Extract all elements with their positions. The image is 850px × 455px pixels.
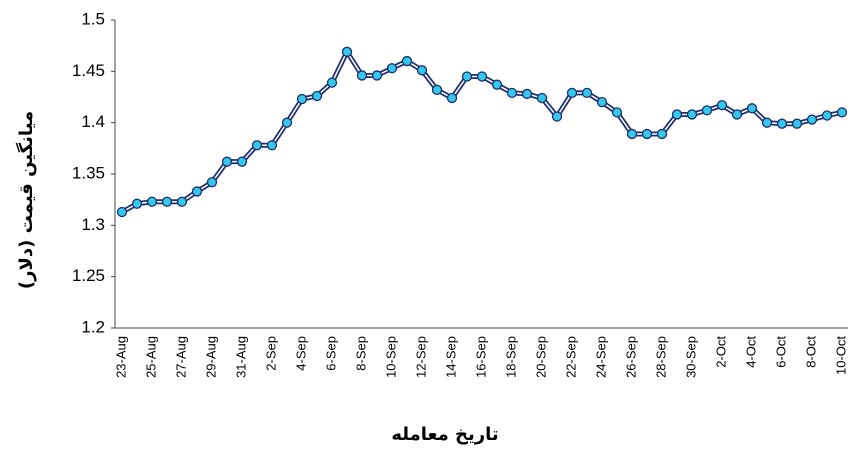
data-point (311, 90, 323, 102)
data-point (296, 93, 308, 105)
x-tick-label: 8-Sep (353, 336, 368, 371)
data-point (326, 77, 338, 88)
x-tick-label: 2-Sep (263, 336, 278, 371)
data-point (221, 156, 233, 167)
data-point (401, 55, 413, 67)
x-tick-label: 4-Oct (743, 336, 758, 368)
data-point (581, 87, 593, 99)
data-point (551, 111, 563, 122)
x-tick-label: 26-Sep (623, 336, 638, 378)
x-tick-label: 25-Aug (143, 336, 158, 378)
data-point (716, 100, 728, 111)
data-point (281, 117, 293, 128)
x-tick-label: 16-Sep (473, 336, 488, 378)
data-point (491, 79, 503, 90)
data-point (611, 107, 623, 118)
y-tick-label: 1.2 (81, 317, 105, 336)
x-tick-label: 4-Sep (293, 336, 308, 371)
data-point (236, 156, 248, 167)
x-tick-label: 23-Aug (113, 336, 128, 378)
y-tick-label: 1.3 (81, 215, 105, 234)
data-point (656, 128, 668, 140)
x-axis-title: تاریخ معامله (391, 424, 498, 445)
data-point (356, 70, 368, 81)
x-tick-label: 28-Sep (653, 336, 668, 378)
data-point (821, 110, 833, 121)
data-point (701, 105, 713, 116)
data-point (371, 70, 383, 81)
data-point (176, 196, 188, 207)
data-point (731, 109, 743, 120)
y-tick-label: 1.5 (81, 9, 105, 28)
x-tick-label: 8-Oct (803, 336, 818, 368)
data-point (446, 92, 458, 104)
data-point (671, 109, 683, 120)
x-tick-label: 12-Sep (413, 336, 428, 378)
data-point (386, 63, 398, 74)
x-tick-label: 31-Aug (233, 336, 248, 378)
data-point (266, 140, 278, 151)
data-point (161, 196, 173, 207)
data-point (146, 196, 158, 207)
x-tick-label: 30-Sep (683, 336, 698, 378)
y-tick-label: 1.45 (72, 61, 105, 80)
data-point (806, 114, 818, 125)
data-point (191, 186, 203, 197)
data-point (116, 206, 128, 218)
data-point (641, 128, 653, 140)
x-tick-label: 24-Sep (593, 336, 608, 378)
data-point (686, 109, 698, 120)
x-tick-label: 2-Oct (713, 336, 728, 368)
data-point (761, 117, 773, 128)
data-point (431, 84, 443, 95)
data-point (341, 46, 353, 57)
data-point (536, 92, 548, 104)
data-point (836, 107, 848, 118)
y-tick-label: 1.4 (81, 112, 105, 131)
data-point (476, 71, 488, 82)
data-point (131, 198, 143, 209)
data-point (461, 71, 473, 82)
data-point (791, 118, 803, 129)
x-tick-label: 14-Sep (443, 336, 458, 378)
data-point (596, 96, 608, 108)
data-point (566, 87, 578, 99)
data-point (251, 140, 263, 151)
y-tick-label: 1.35 (72, 163, 105, 182)
data-point (506, 87, 518, 99)
data-point (626, 128, 638, 140)
y-axis-title: میانگین قیمت (دلار) (15, 111, 37, 289)
data-point (416, 65, 428, 76)
data-point (521, 88, 533, 100)
x-tick-label: 10-Oct (833, 336, 848, 375)
y-tick-label: 1.25 (72, 266, 105, 285)
x-tick-label: 29-Aug (203, 336, 218, 378)
x-tick-label: 10-Sep (383, 336, 398, 378)
x-tick-label: 22-Sep (563, 336, 578, 378)
x-tick-label: 20-Sep (533, 336, 548, 378)
x-tick-label: 27-Aug (173, 336, 188, 378)
x-tick-label: 18-Sep (503, 336, 518, 378)
data-point (746, 103, 758, 114)
data-point (206, 177, 218, 188)
data-point (776, 118, 788, 129)
x-tick-label: 6-Oct (773, 336, 788, 368)
x-tick-label: 6-Sep (323, 336, 338, 371)
